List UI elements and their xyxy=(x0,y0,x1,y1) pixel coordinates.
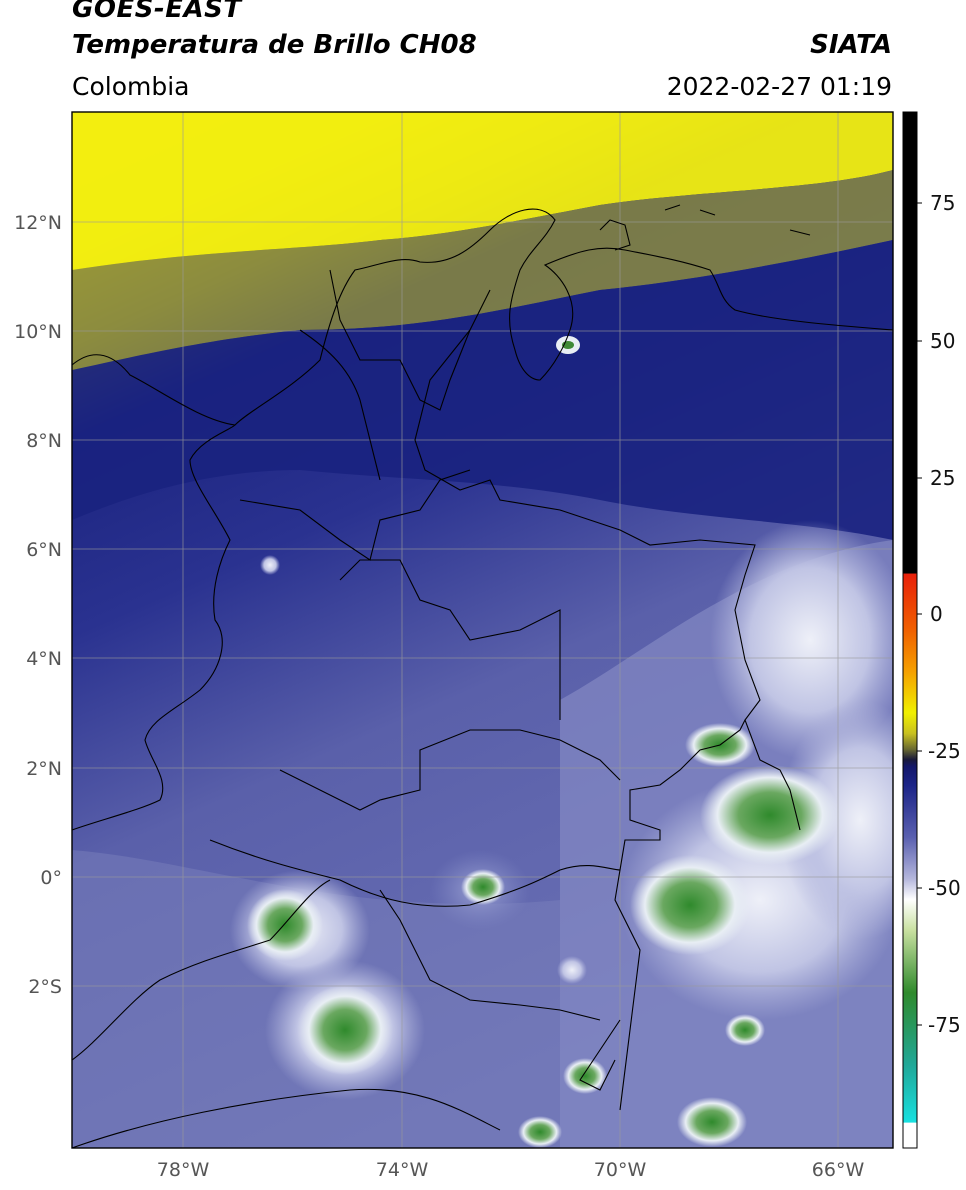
colorbar-tick-label: -75 xyxy=(928,1013,961,1037)
lon-label: 78°W xyxy=(157,1159,210,1181)
colorbar-tick-label: -25 xyxy=(928,739,961,763)
lat-label: 2°S xyxy=(28,976,62,998)
longitude-labels: 78°W 74°W 70°W 66°W xyxy=(157,1159,865,1181)
colorbar-tick-label: 0 xyxy=(930,602,943,626)
product-title: Temperatura de Brillo CH08 xyxy=(72,30,477,60)
coastlines-and-borders xyxy=(72,204,893,1148)
lat-label: 8°N xyxy=(26,430,62,452)
lat-label: 4°N xyxy=(26,648,62,670)
lat-label: 2°N xyxy=(26,758,62,780)
datetime-label: 2022-02-27 01:19 xyxy=(666,72,892,101)
lat-label: 12°N xyxy=(14,212,62,234)
brightness-temperature-field xyxy=(72,112,893,1148)
lon-label: 66°W xyxy=(812,1159,865,1181)
lat-label: 0° xyxy=(40,867,62,889)
colorbar-tick-label: 50 xyxy=(930,329,955,353)
lat-label: 10°N xyxy=(14,321,62,343)
latitude-labels: 12°N 10°N 8°N 6°N 4°N 2°N 0° 2°S xyxy=(14,212,62,998)
colorbar-tick-label: 75 xyxy=(930,191,955,215)
region-label: Colombia xyxy=(72,72,190,101)
lon-label: 70°W xyxy=(594,1159,647,1181)
graticule xyxy=(72,112,893,1148)
colorbar-tick-label: 25 xyxy=(930,466,955,490)
lon-label: 74°W xyxy=(376,1159,429,1181)
satellite-title: GOES-EAST xyxy=(72,0,242,24)
map-frame xyxy=(71,111,894,1149)
agency-label: SIATA xyxy=(810,30,892,60)
colorbar: 75 50 25 0 -25 -50 -75 xyxy=(902,111,961,1149)
colorbar-tick-label: -50 xyxy=(928,876,961,900)
lat-label: 6°N xyxy=(26,539,62,561)
